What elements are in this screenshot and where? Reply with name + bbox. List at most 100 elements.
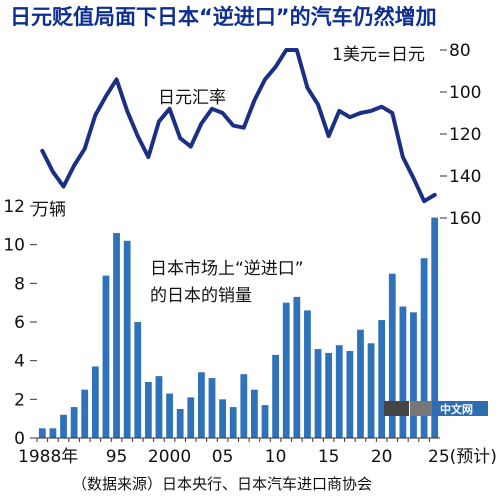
exchange-rate-point-2009 (263, 77, 267, 81)
exchange-rate-point-2011 (284, 48, 288, 52)
source-note: （数据来源）日本央行、日本汽车进口商协会 (72, 475, 372, 493)
exchange-rate-point-2019 (369, 109, 373, 113)
x-tick-label-1: 95 (106, 447, 128, 467)
exchange-rate-point-1989 (51, 170, 55, 174)
bar-2011 (282, 302, 290, 438)
bar-2001 (176, 409, 184, 438)
x-tick-label-6: 20 (371, 447, 393, 467)
bar-2009 (261, 405, 269, 438)
bar-series-label-line-2: 的日本的销量 (150, 286, 252, 306)
left-tick-label-4: 4 (14, 352, 25, 372)
exchange-rate-point-1996 (125, 109, 129, 113)
exchange-rate-point-2000 (167, 107, 172, 111)
line-series-label: 日元汇率 (158, 88, 226, 108)
x-tick-label-7: 25(预计) (428, 447, 497, 467)
bar-1988 (38, 428, 46, 438)
watermark-badge (432, 401, 488, 416)
exchange-rate-point-2010 (274, 65, 278, 69)
x-tick-label-3: 05 (212, 447, 234, 467)
bar-2002 (187, 397, 195, 438)
exchange-rate-point-2001 (178, 136, 182, 140)
left-tick-label-12: 12 (3, 197, 25, 217)
left-tick-label-8: 8 (14, 274, 25, 294)
exchange-rate-point-2002 (189, 145, 193, 149)
bar-1989 (49, 428, 57, 438)
exchange-rate-point-1991 (72, 163, 76, 168)
bar-2006 (229, 407, 237, 438)
bar-2020 (378, 320, 386, 438)
right-axis-unit: 1美元=日元 (332, 45, 425, 65)
bar-1996 (123, 240, 131, 438)
exchange-rate-point-2012 (295, 48, 299, 52)
exchange-rate-point-1993 (93, 113, 97, 117)
bar-2024 (420, 258, 428, 438)
right-tick-label-120: 120 (449, 125, 481, 145)
chart-title: 日元贬值局面下日本“逆进口”的汽车仍然增加 (10, 5, 437, 29)
bar-2015 (325, 352, 333, 438)
right-tick-label-140: 140 (449, 167, 481, 187)
exchange-rate-point-2004 (210, 107, 214, 111)
exchange-rate-point-2007 (242, 126, 246, 130)
bar-2013 (304, 310, 311, 438)
bar-2007 (240, 374, 248, 438)
bar-1995 (113, 233, 120, 438)
bar-2025 (431, 217, 439, 438)
x-tick-label-0: 1988年 (18, 447, 78, 467)
bar-1991 (70, 407, 78, 438)
bar-2023 (410, 312, 417, 438)
right-tick-label-80: 80 (449, 41, 471, 61)
bar-2021 (388, 273, 396, 438)
bar-2016 (335, 345, 343, 438)
left-tick-label-2: 2 (14, 390, 25, 410)
bar-series-label-line-1: 日本市场上“逆进口” (150, 259, 304, 279)
bar-2017 (346, 351, 354, 438)
watermark-text: 中文网 (440, 402, 473, 416)
exchange-rate-point-2006 (231, 124, 235, 128)
exchange-rate-point-2016 (337, 109, 341, 113)
bar-1990 (60, 414, 67, 438)
exchange-rate-point-1997 (136, 134, 140, 138)
bar-2000 (166, 393, 173, 438)
exchange-rate-point-1990 (61, 184, 66, 189)
exchange-rate-point-2018 (358, 111, 363, 115)
exchange-rate-point-1988 (40, 149, 44, 153)
exchange-rate-line (40, 48, 437, 204)
right-tick-label-160: 160 (449, 209, 481, 229)
x-tick-label-4: 10 (265, 447, 287, 467)
bar-2018 (357, 329, 364, 438)
exchange-rate-point-2005 (220, 111, 225, 115)
x-tick-label-2: 2000 (148, 447, 191, 467)
exchange-rate-point-2021 (390, 111, 394, 115)
exchange-rate-point-2013 (305, 86, 310, 90)
bar-2012 (293, 296, 301, 438)
exchange-rate-point-1995 (114, 77, 119, 81)
bar-2003 (197, 372, 205, 438)
bar-1999 (155, 376, 163, 438)
exchange-rate-point-2008 (252, 98, 257, 102)
left-tick-label-10: 10 (3, 236, 25, 256)
exchange-rate-point-2022 (401, 155, 405, 159)
line-group (40, 48, 437, 204)
left-axis-group: 0 2 4 6 8 10 12 (3, 197, 37, 449)
exchange-rate-point-1998 (146, 155, 150, 159)
bar-2014 (314, 349, 322, 438)
exchange-rate-point-2017 (348, 115, 352, 119)
bar-1998 (144, 381, 152, 438)
exchange-rate-point-2015 (327, 134, 331, 138)
watermark: 中文网 (384, 401, 488, 416)
bar-2019 (367, 343, 375, 438)
exchange-rate-point-2014 (316, 103, 320, 107)
right-tick-label-100: 100 (449, 83, 481, 103)
bars-group (38, 217, 439, 438)
bar-2005 (219, 399, 226, 438)
exchange-rate-point-2023 (411, 176, 416, 180)
bar-2008 (251, 389, 258, 438)
exchange-rate-point-1999 (157, 119, 161, 123)
exchange-rate-point-2020 (380, 105, 384, 109)
bar-2022 (399, 306, 407, 438)
bar-1997 (134, 322, 142, 438)
bar-1993 (91, 366, 99, 438)
bar-1992 (81, 389, 89, 438)
